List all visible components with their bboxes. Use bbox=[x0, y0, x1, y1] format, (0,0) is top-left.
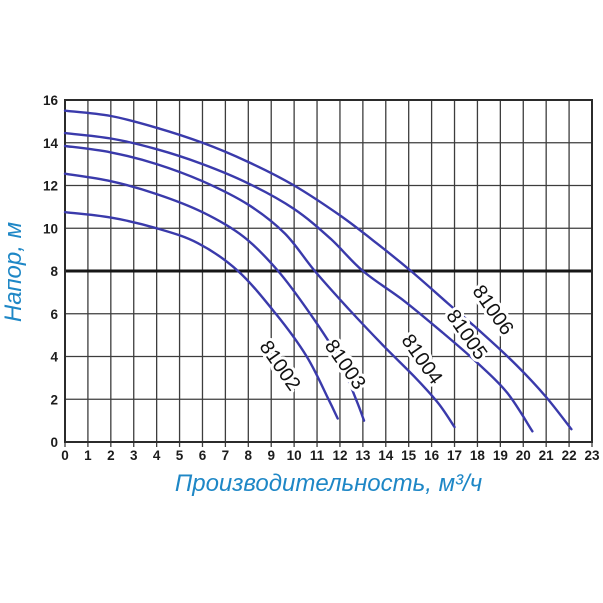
x-tick-label: 19 bbox=[493, 448, 508, 463]
curve-label-81004: 81004 bbox=[397, 330, 447, 388]
x-tick-label: 8 bbox=[245, 448, 253, 463]
x-tick-label: 4 bbox=[153, 448, 161, 463]
plot-border bbox=[64, 99, 593, 443]
x-tick-label: 13 bbox=[355, 448, 371, 463]
x-tick-label: 12 bbox=[332, 448, 347, 463]
x-tick-label: 15 bbox=[401, 448, 417, 463]
y-tick-label: 14 bbox=[43, 136, 59, 151]
x-tick-label: 23 bbox=[584, 448, 600, 463]
y-tick-label: 6 bbox=[50, 307, 58, 322]
curve-label-81002: 81002 bbox=[255, 337, 305, 395]
x-tick-label: 7 bbox=[222, 448, 230, 463]
y-tick-label: 10 bbox=[43, 221, 58, 236]
x-tick-label: 22 bbox=[562, 448, 577, 463]
x-tick-label: 9 bbox=[267, 448, 275, 463]
curve-81003 bbox=[63, 172, 366, 422]
x-tick-label: 18 bbox=[470, 448, 486, 463]
x-tick-label: 16 bbox=[424, 448, 440, 463]
y-tick-label: 2 bbox=[50, 392, 58, 407]
y-axis-title: Напор, м bbox=[0, 221, 27, 323]
x-tick-label: 10 bbox=[287, 448, 302, 463]
x-tick-label: 0 bbox=[61, 448, 69, 463]
y-tick-label: 4 bbox=[50, 350, 58, 365]
curve-81004 bbox=[63, 144, 456, 429]
y-tick-label: 0 bbox=[50, 435, 58, 450]
y-tick-label: 12 bbox=[43, 179, 58, 194]
curve-81005 bbox=[63, 131, 534, 433]
x-tick-label: 2 bbox=[107, 448, 115, 463]
x-axis-title: Производительность, м³/ч bbox=[174, 470, 483, 497]
curve-81006 bbox=[63, 109, 573, 431]
y-tick-label: 8 bbox=[50, 264, 58, 279]
x-tick-label: 11 bbox=[310, 448, 325, 463]
x-tick-label: 3 bbox=[130, 448, 138, 463]
y-tick-label: 16 bbox=[43, 93, 59, 108]
curve-81002 bbox=[63, 211, 339, 420]
x-tick-label: 20 bbox=[516, 448, 531, 463]
x-tick-label: 21 bbox=[539, 448, 555, 463]
x-tick-label: 5 bbox=[176, 448, 184, 463]
x-tick-label: 1 bbox=[84, 448, 92, 463]
x-tick-label: 14 bbox=[378, 448, 394, 463]
x-tick-label: 17 bbox=[447, 448, 462, 463]
x-tick-label: 6 bbox=[199, 448, 207, 463]
